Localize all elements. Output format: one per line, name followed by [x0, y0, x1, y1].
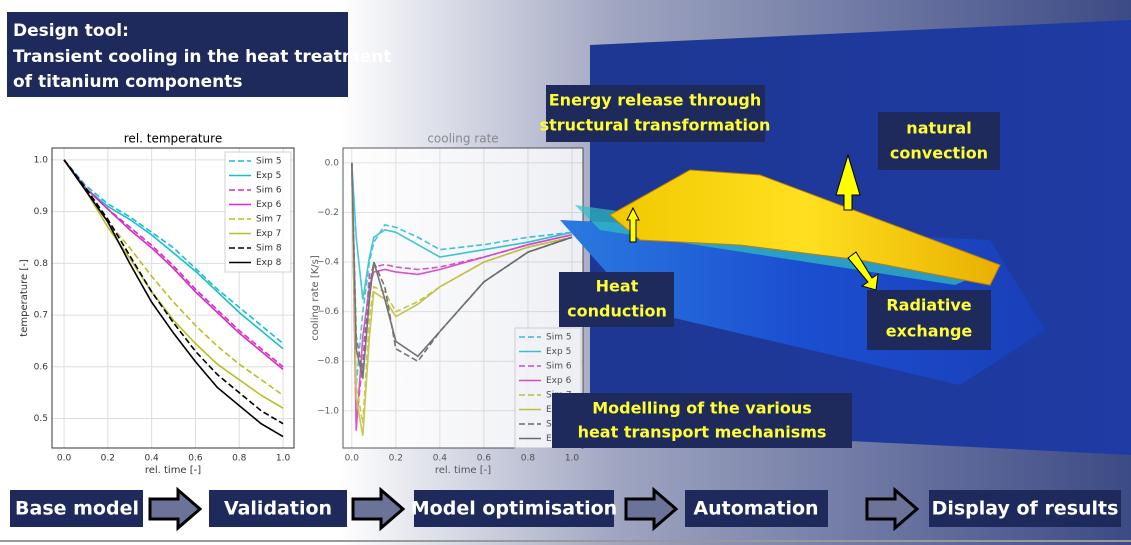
x-axis-label: rel. time [-] — [435, 465, 491, 476]
x-tick-label: 0.2 — [101, 454, 115, 464]
series-line — [351, 162, 573, 436]
label-box — [559, 272, 674, 327]
legend-label: Exp 5 — [256, 171, 281, 181]
label-box — [552, 393, 852, 448]
x-tick-label: 1.0 — [565, 454, 580, 464]
legend-label: Sim 5 — [546, 333, 572, 343]
step-label: Validation — [224, 498, 332, 520]
label: Heat — [596, 277, 639, 296]
label-box — [546, 85, 765, 142]
label: Modelling of the various — [592, 399, 812, 418]
y-tick-label: −0.8 — [317, 357, 339, 367]
charts: 0.5 0.6 0.7 0.8 0.9 1.0 0.0 0.2 0.4 0.6 0.8 1.0 rel.… — [19, 132, 584, 476]
step-box — [414, 490, 614, 527]
y-tick-label: 0.0 — [325, 158, 340, 168]
step-box — [685, 490, 828, 527]
x-tick-label: 0.6 — [477, 454, 492, 464]
series-line — [63, 159, 284, 350]
header-box — [7, 12, 348, 97]
y-axis-label: temperature [-] — [19, 259, 30, 337]
step-box — [929, 490, 1121, 527]
label-box — [867, 290, 991, 350]
label: exchange — [886, 322, 973, 341]
step-label: Automation — [693, 498, 818, 520]
legend-label: Exp 6 — [546, 376, 572, 386]
step-label: Base model — [15, 498, 139, 520]
step-label: Display of results — [932, 498, 1119, 520]
legend-label: Sim 7 — [256, 215, 282, 225]
y-tick-label: 0.8 — [34, 259, 49, 269]
step-label: Model optimisation — [411, 498, 617, 520]
label-box — [878, 112, 1000, 170]
series-line — [351, 162, 573, 300]
y-tick-label: −0.6 — [317, 307, 339, 317]
legend-label: Sim 6 — [256, 186, 282, 196]
x-tick-label: 0.4 — [144, 454, 159, 464]
series-line — [351, 162, 573, 379]
series-line — [63, 159, 284, 409]
y-tick-label: 0.9 — [34, 207, 49, 217]
header-line: Transient cooling in the heat treatment — [13, 47, 391, 67]
header-line: of titanium components — [13, 72, 243, 92]
axes-frame — [51, 147, 295, 449]
chart: 0.5 0.6 0.7 0.8 0.9 1.0 0.0 0.2 0.4 0.6 0.8 1.0 rel.… — [19, 132, 295, 476]
label: heat transport mechanisms — [578, 423, 827, 442]
y-tick-label: 0.5 — [34, 414, 48, 424]
series-line — [63, 159, 284, 438]
x-tick-label: 0.4 — [433, 454, 448, 464]
series-line — [351, 162, 573, 424]
chart: −1.0 −0.8 −0.6 −0.4 −0.2 0.0 0.0 0.2 0.4 0.6 0.8 1.… — [310, 132, 584, 476]
label: structural transformation — [540, 116, 771, 135]
legend-label: Exp 8 — [256, 258, 282, 268]
y-tick-label: −0.2 — [317, 208, 339, 218]
y-axis-label: cooling rate [K/s] — [310, 255, 321, 341]
y-tick-label: 0.6 — [34, 362, 49, 372]
x-axis-label: rel. time [-] — [145, 465, 201, 476]
label: Radiative — [886, 296, 971, 315]
process-arrows — [148, 486, 920, 532]
header-line: Design tool: — [13, 21, 129, 41]
chart-title: cooling rate — [427, 132, 498, 146]
step-box — [10, 490, 143, 527]
step-box — [209, 490, 347, 527]
legend-label: Sim 5 — [256, 157, 282, 167]
x-tick-label: 0.2 — [389, 454, 403, 464]
series-line — [63, 159, 284, 345]
chart-title: rel. temperature — [124, 132, 222, 146]
label: Energy release through — [549, 91, 762, 110]
legend-box — [224, 151, 292, 273]
y-tick-label: −0.4 — [317, 258, 339, 268]
legend-label: Exp 7 — [256, 229, 281, 239]
series-line — [63, 159, 284, 370]
x-tick-label: 0.8 — [232, 454, 247, 464]
x-tick-label: 1.0 — [276, 454, 291, 464]
series-line — [63, 159, 284, 425]
legend-label: Sim 8 — [256, 244, 282, 254]
x-tick-label: 0.0 — [345, 454, 360, 464]
series-line — [351, 162, 573, 431]
label: convection — [890, 144, 988, 163]
label: natural — [906, 119, 971, 138]
legend-label: Sim 6 — [546, 362, 572, 372]
y-tick-label: −1.0 — [317, 406, 339, 416]
x-tick-label: 0.8 — [521, 454, 536, 464]
legend-label: Exp 5 — [546, 347, 571, 357]
legend-label: Exp 6 — [256, 200, 282, 210]
x-tick-label: 0.6 — [188, 454, 203, 464]
y-tick-label: 0.7 — [34, 311, 48, 321]
label: conduction — [567, 302, 667, 321]
x-tick-label: 0.0 — [57, 454, 72, 464]
y-tick-label: 1.0 — [34, 155, 49, 165]
legend: Sim 5 Exp 5 Sim 6 Exp 6 Sim 7 Exp 7 Sim 8 Exp 8 — [224, 151, 292, 273]
